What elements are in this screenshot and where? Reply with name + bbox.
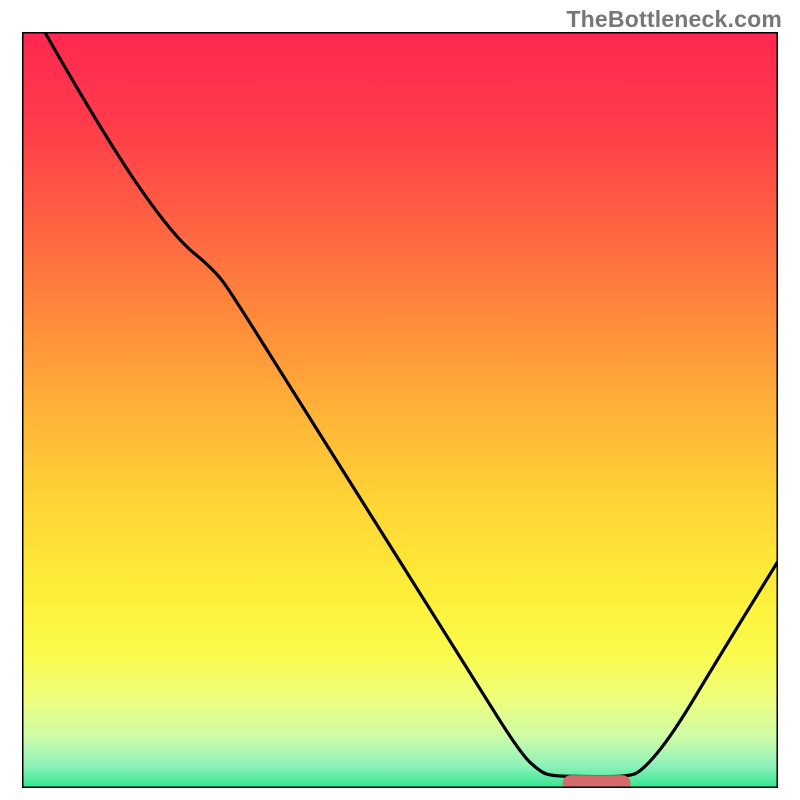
chart-background <box>22 32 778 788</box>
watermark-text: TheBottleneck.com <box>566 6 782 33</box>
chart-svg <box>22 32 778 788</box>
optimal-marker <box>563 775 631 788</box>
bottleneck-chart <box>22 32 778 788</box>
